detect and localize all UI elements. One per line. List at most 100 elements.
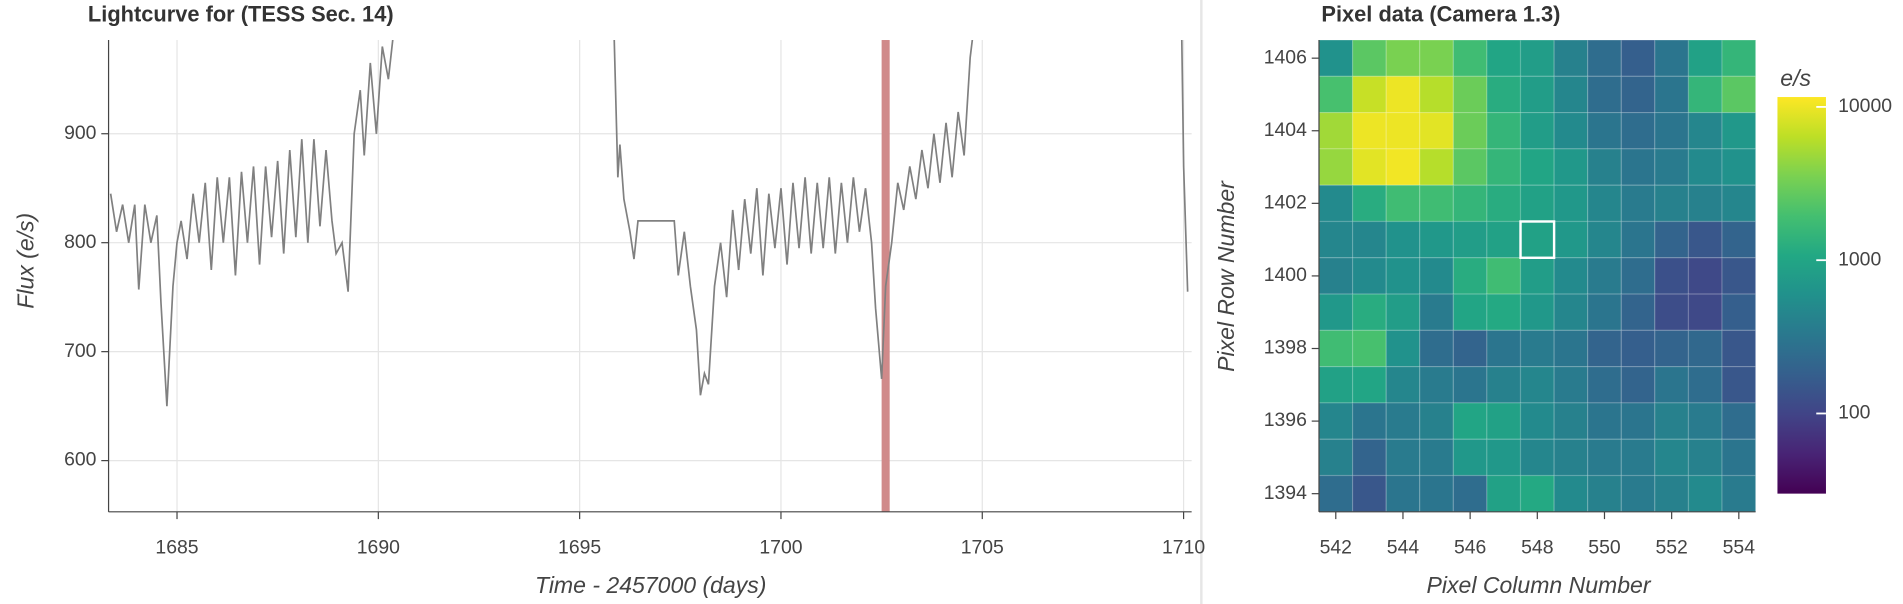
pixel-cell xyxy=(1351,75,1387,114)
pixel-cell xyxy=(1351,438,1387,477)
y-axis-label: Flux (e/s) xyxy=(12,213,38,309)
pixel-cell xyxy=(1385,329,1421,368)
x-tick-label: 1685 xyxy=(155,536,198,558)
x-tick-label: 1705 xyxy=(961,536,1004,558)
pixel-cell xyxy=(1721,438,1757,477)
pixel-cell xyxy=(1553,75,1589,114)
pixel-cell xyxy=(1519,184,1555,223)
pixel-cell xyxy=(1385,220,1421,259)
pixel-cell xyxy=(1519,366,1555,404)
pixel-cell xyxy=(1654,293,1690,331)
selected-pixel xyxy=(1519,220,1556,259)
pixel-cell xyxy=(1318,329,1354,368)
pixel-cell xyxy=(1351,329,1387,368)
highlight-band xyxy=(881,40,890,512)
y-tick-label: 1406 xyxy=(1264,46,1307,68)
pixel-cell xyxy=(1721,474,1757,513)
pixel-cell xyxy=(1486,366,1522,404)
pixel-cell xyxy=(1687,148,1723,186)
pixel-cell xyxy=(1351,220,1387,259)
pixel-cell xyxy=(1385,438,1421,477)
pixel-cell xyxy=(1385,366,1421,404)
pixel-cell xyxy=(1721,184,1757,223)
pixel-cell xyxy=(1721,75,1757,114)
pixel-cell xyxy=(1620,220,1656,259)
pixel-cell xyxy=(1318,402,1354,440)
pixel-cell xyxy=(1553,366,1589,404)
pixel-cell xyxy=(1452,329,1488,368)
pixel-cell xyxy=(1318,257,1354,295)
pixel-cell xyxy=(1620,293,1656,331)
pixel-cell xyxy=(1385,39,1421,77)
y-tick-label: 700 xyxy=(64,340,97,362)
y-tick-label: 600 xyxy=(64,449,97,471)
pixel-cell xyxy=(1519,39,1555,77)
pixel-cell xyxy=(1620,184,1656,223)
flux-line xyxy=(109,40,1189,407)
pixel-cell xyxy=(1419,220,1454,259)
pixel-cell xyxy=(1452,366,1488,404)
pixel-cell xyxy=(1721,293,1757,331)
pixel-cell xyxy=(1620,329,1656,368)
pixel-cell xyxy=(1419,39,1454,77)
pixel-cell xyxy=(1654,402,1690,440)
pixel-cell xyxy=(1587,112,1622,150)
pixel-cell xyxy=(1486,112,1522,150)
pixel-cell xyxy=(1452,293,1488,331)
pixel-cell xyxy=(1519,220,1555,259)
pixel-cell xyxy=(1721,148,1757,186)
x-tick-label: 1710 xyxy=(1162,536,1205,558)
colorbar-tick-label: 1000 xyxy=(1838,248,1881,270)
pixel-cell xyxy=(1318,112,1354,150)
pixel-title: Pixel data (Camera 1.3) xyxy=(1321,2,1560,27)
x-tick-label: 552 xyxy=(1655,536,1687,558)
pixel-cell xyxy=(1452,402,1488,440)
pixel-cell xyxy=(1687,257,1723,295)
pixel-cell xyxy=(1419,184,1454,223)
x-tick-label: 546 xyxy=(1454,536,1486,558)
x-tick-label: 1700 xyxy=(759,536,802,558)
pixel-cell xyxy=(1687,438,1723,477)
pixel-cell xyxy=(1687,184,1723,223)
pixel-cell xyxy=(1553,293,1589,331)
pixel-cell xyxy=(1419,148,1454,186)
pixel-cell xyxy=(1419,293,1454,331)
pixel-cell xyxy=(1519,293,1555,331)
pixel-cell xyxy=(1654,257,1690,295)
pixel-cell xyxy=(1654,148,1690,186)
pixel-cell xyxy=(1351,474,1387,513)
y-tick-label: 1402 xyxy=(1264,191,1307,213)
pixel-cell xyxy=(1654,75,1690,114)
pixel-cell xyxy=(1486,75,1522,114)
colorbar xyxy=(1777,97,1826,494)
pixel-cell xyxy=(1553,112,1589,150)
pixel-cell xyxy=(1519,148,1555,186)
x-tick-label: 554 xyxy=(1723,536,1756,558)
pixel-cell xyxy=(1318,39,1354,77)
pixel-cell xyxy=(1452,148,1488,186)
pixel-cell xyxy=(1419,257,1454,295)
colorbar-label: e/s xyxy=(1780,65,1811,91)
pixel-cell xyxy=(1452,474,1488,513)
pixel-cell xyxy=(1419,402,1454,440)
pixel-cell xyxy=(1486,329,1522,368)
pixel-cell xyxy=(1620,75,1656,114)
pixel-cell xyxy=(1687,220,1723,259)
pixel-cell xyxy=(1553,329,1589,368)
pixel-cell xyxy=(1385,257,1421,295)
pixel-cell xyxy=(1587,75,1622,114)
pixel-cell xyxy=(1385,474,1421,513)
pixel-cell xyxy=(1486,184,1522,223)
pixel-cell xyxy=(1553,257,1589,295)
pixel-cell xyxy=(1553,39,1589,77)
pixel-cell xyxy=(1486,438,1522,477)
pixel-cell xyxy=(1385,184,1421,223)
pixel-cell xyxy=(1721,112,1757,150)
pixel-cell xyxy=(1620,402,1656,440)
pixel-cell xyxy=(1587,329,1622,368)
pixel-cell xyxy=(1452,220,1488,259)
y-tick-label: 1400 xyxy=(1264,264,1307,286)
pixel-cell xyxy=(1351,39,1387,77)
pixel-cell xyxy=(1419,366,1454,404)
colorbar-tick-label: 10000 xyxy=(1838,95,1892,117)
